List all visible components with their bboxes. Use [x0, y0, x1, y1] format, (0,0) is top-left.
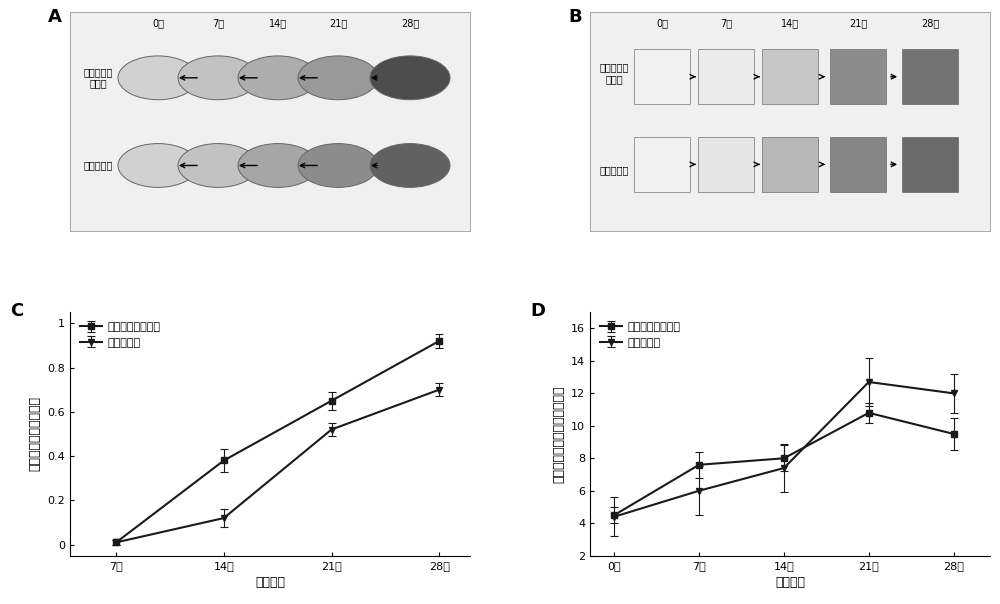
Y-axis label: 碗性磷酸酶活性（金氏浓度）: 碗性磷酸酶活性（金氏浓度） [552, 385, 565, 483]
Bar [762, 137, 818, 192]
Circle shape [370, 56, 450, 100]
Text: B: B [568, 8, 582, 26]
Bar [634, 50, 690, 104]
Circle shape [298, 144, 378, 187]
Text: 14天: 14天 [269, 19, 287, 28]
Circle shape [178, 144, 258, 187]
Text: 阶段式成骨
培养基: 阶段式成骨 培养基 [83, 67, 113, 89]
Bar [902, 137, 958, 192]
Legend: 阶段式成骨培养基, 成骨培养基: 阶段式成骨培养基, 成骨培养基 [596, 318, 685, 352]
Bar [830, 50, 886, 104]
Circle shape [370, 144, 450, 187]
Circle shape [238, 56, 318, 100]
Text: 14天: 14天 [781, 19, 799, 28]
Text: C: C [10, 303, 23, 321]
Text: 成骨培养基: 成骨培养基 [599, 165, 629, 175]
Text: 阶段式成骨
培养基: 阶段式成骨 培养基 [599, 63, 629, 84]
Bar [762, 50, 818, 104]
Y-axis label: 茹素红定量（吸光度）: 茹素红定量（吸光度） [29, 396, 42, 472]
Circle shape [238, 144, 318, 187]
Bar [698, 137, 754, 192]
Text: 7天: 7天 [212, 19, 224, 28]
Text: 0天: 0天 [656, 19, 668, 28]
Circle shape [298, 56, 378, 100]
Text: 7天: 7天 [720, 19, 732, 28]
Bar [634, 137, 690, 192]
Legend: 阶段式成骨培养基, 成骨培养基: 阶段式成骨培养基, 成骨培养基 [76, 318, 165, 352]
Bar [830, 137, 886, 192]
Text: D: D [530, 303, 545, 321]
Text: A: A [48, 8, 62, 26]
Text: 成骨培养基: 成骨培养基 [83, 161, 113, 170]
Bar [902, 50, 958, 104]
Circle shape [178, 56, 258, 100]
Text: 21天: 21天 [329, 19, 347, 28]
Bar [698, 50, 754, 104]
Circle shape [118, 56, 198, 100]
Circle shape [118, 144, 198, 187]
Text: 28天: 28天 [401, 19, 419, 28]
Text: 21天: 21天 [849, 19, 867, 28]
X-axis label: 培养时间: 培养时间 [255, 576, 285, 589]
Text: 0天: 0天 [152, 19, 164, 28]
Text: 28天: 28天 [921, 19, 939, 28]
X-axis label: 培养时间: 培养时间 [775, 576, 805, 589]
